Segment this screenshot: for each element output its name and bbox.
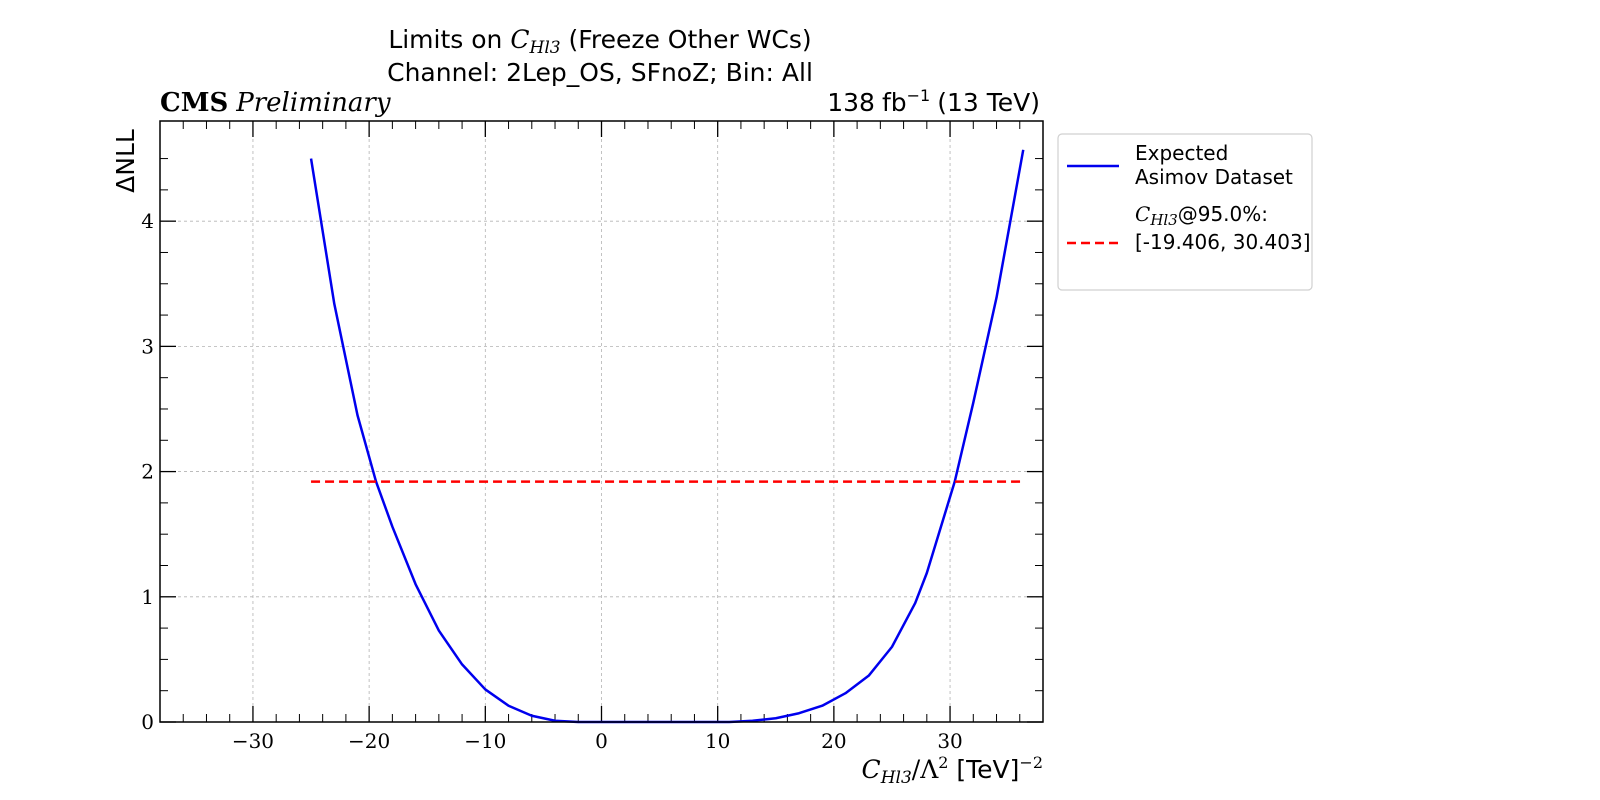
axis-tick-labels: −30 −20 −10 0 10 20 30 0 1 2 3 4 <box>141 209 963 753</box>
plot-frame <box>159 120 1044 723</box>
y-tick-label: 4 <box>141 209 154 233</box>
luminosity-label: 138 fb−1 (13 TeV) <box>827 86 1040 117</box>
plot-series <box>309 149 1025 724</box>
y-tick-label: 1 <box>141 585 154 609</box>
grid <box>160 121 1043 723</box>
expected-nll-curve <box>309 149 1025 724</box>
x-tick-label: −20 <box>348 729 390 753</box>
legend-label-expected-line1: Expected <box>1135 141 1228 165</box>
legend-label-expected-line2: Asimov Dataset <box>1135 165 1293 189</box>
chart-subtitle: Channel: 2Lep_OS, SFnoZ; Bin: All <box>387 58 813 87</box>
y-tick-label: 0 <box>141 710 154 734</box>
x-axis-label: CHl3/Λ2 [TeV]−2 <box>862 753 1043 788</box>
x-tick-label: 20 <box>821 729 846 753</box>
experiment-label: CMS Preliminary <box>160 88 391 118</box>
legend: Expected Asimov Dataset CHl3@95.0%: [-19… <box>1057 133 1313 291</box>
legend-box <box>1057 133 1313 291</box>
chart-title: Limits on CHl3 (Freeze Other WCs) <box>388 25 811 58</box>
x-tick-label: 0 <box>595 729 608 753</box>
x-tick-label: −30 <box>232 729 274 753</box>
x-tick-label: 10 <box>705 729 730 753</box>
legend-label-limit-line1: CHl3@95.0%: <box>1135 202 1268 229</box>
y-axis-label: ΔNLL <box>111 129 140 193</box>
axis-ticks <box>159 121 1044 723</box>
y-tick-label: 3 <box>141 334 154 358</box>
x-tick-label: 30 <box>937 729 962 753</box>
x-tick-label: −10 <box>464 729 506 753</box>
legend-label-limit-line2: [-19.406, 30.403] <box>1135 230 1311 254</box>
y-tick-label: 2 <box>141 460 154 484</box>
